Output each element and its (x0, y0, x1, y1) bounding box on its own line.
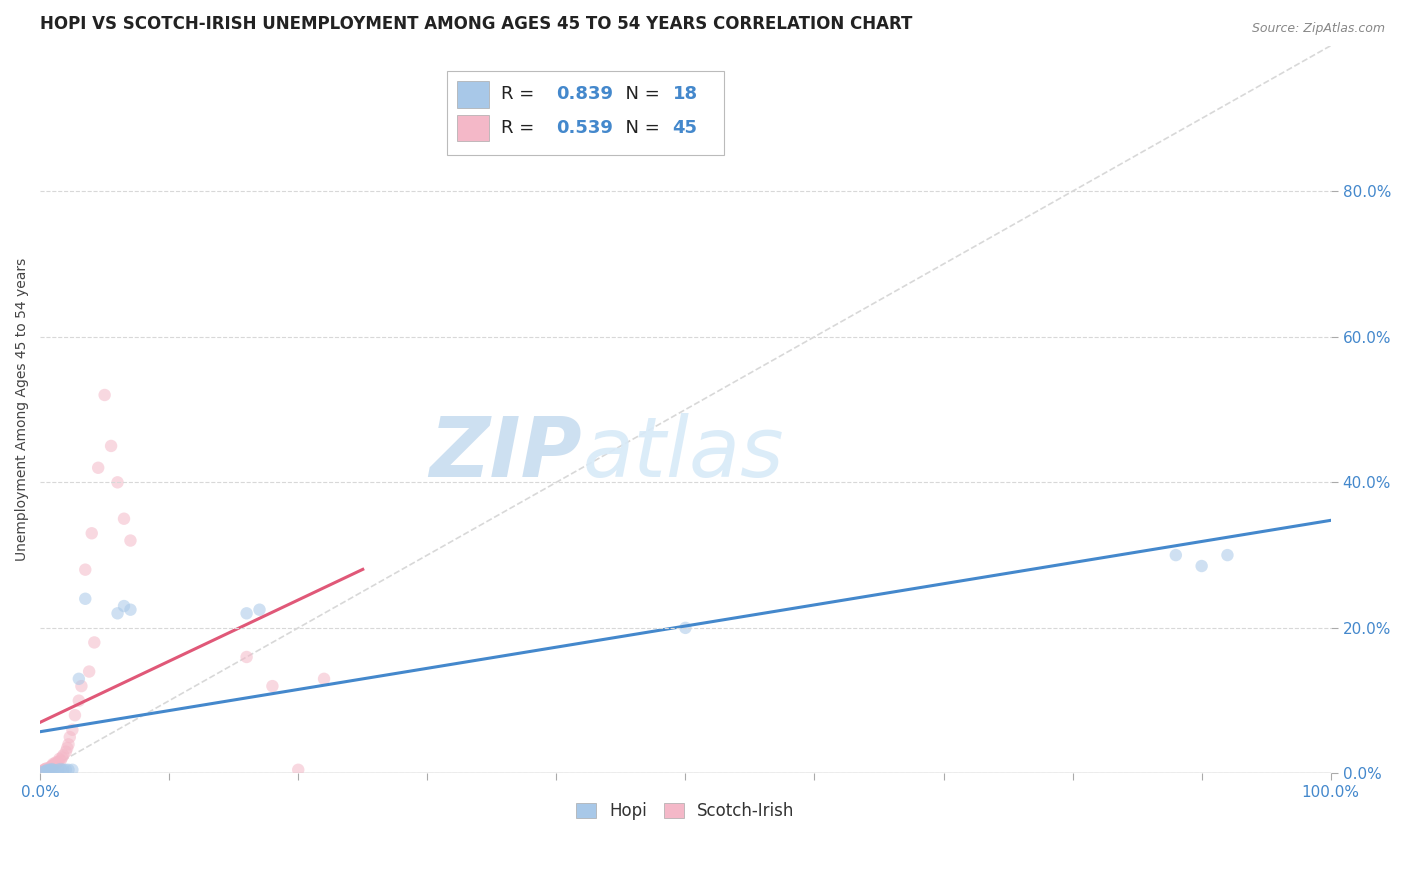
Point (58, 763, 80, 777)
Point (42, 763, 65, 777)
Point (249, 603, 271, 617)
Point (34, 764, 56, 779)
Point (42, 758, 65, 772)
Point (35, 761, 58, 775)
Point (38, 762, 60, 776)
Point (1191, 559, 1213, 574)
Point (60, 763, 83, 777)
Text: 45: 45 (672, 119, 697, 136)
Legend: Hopi, Scotch-Irish: Hopi, Scotch-Irish (569, 796, 801, 827)
Point (67, 672, 90, 686)
Point (49, 762, 72, 776)
Point (673, 621, 696, 635)
Text: atlas: atlas (582, 413, 783, 493)
Text: N =: N = (614, 86, 666, 103)
Text: HOPI VS SCOTCH-IRISH UNEMPLOYMENT AMONG AGES 45 TO 54 YEARS CORRELATION CHART: HOPI VS SCOTCH-IRISH UNEMPLOYMENT AMONG … (41, 15, 912, 33)
Point (39, 763, 62, 777)
Point (100, 439, 122, 453)
Point (37, 763, 59, 777)
Point (51, 750, 73, 764)
Point (35, 764, 58, 778)
Point (112, 599, 135, 613)
Text: R =: R = (501, 119, 540, 136)
Point (44, 757, 66, 772)
Point (48, 752, 70, 766)
Point (41, 762, 63, 776)
Point (38, 764, 60, 779)
Point (56, 741, 79, 756)
Point (46, 755, 69, 769)
FancyBboxPatch shape (457, 115, 489, 141)
Point (34, 762, 56, 776)
Text: N =: N = (614, 119, 666, 136)
Point (32, 764, 55, 778)
Text: 0.839: 0.839 (557, 86, 613, 103)
Point (37, 764, 59, 778)
Point (42, 756, 65, 771)
Text: 18: 18 (672, 86, 697, 103)
FancyBboxPatch shape (447, 71, 724, 155)
Point (45, 756, 67, 771)
Point (52, 748, 75, 763)
Point (30, 764, 52, 779)
Point (235, 650, 257, 665)
Point (75, 591, 97, 606)
Point (34, 764, 56, 779)
Point (287, 763, 309, 777)
Point (60, 723, 83, 737)
Point (77, 665, 100, 679)
Point (120, 603, 142, 617)
Point (32, 763, 55, 777)
Y-axis label: Unemployment Among Ages 45 to 54 years: Unemployment Among Ages 45 to 54 years (15, 258, 30, 561)
Point (39, 761, 62, 775)
Point (67, 693, 90, 707)
Point (75, 563, 97, 577)
Point (58, 737, 80, 751)
Text: Source: ZipAtlas.com: Source: ZipAtlas.com (1251, 22, 1385, 36)
Point (45, 764, 67, 778)
Point (262, 679, 284, 693)
Point (1164, 548, 1187, 562)
Point (55, 763, 77, 777)
Point (80, 526, 103, 541)
Point (39, 760, 62, 774)
Point (46, 763, 69, 777)
Text: 0.539: 0.539 (557, 119, 613, 136)
Text: ZIP: ZIP (429, 413, 582, 493)
Point (49, 753, 72, 767)
Point (70, 679, 93, 693)
Point (120, 533, 142, 548)
Point (107, 475, 129, 490)
Point (63, 708, 86, 723)
Point (93, 388, 115, 402)
Point (41, 759, 63, 773)
Point (35, 763, 58, 777)
Point (45, 756, 67, 770)
Point (235, 607, 257, 621)
Point (55, 745, 77, 759)
Point (107, 607, 129, 621)
Point (59, 730, 82, 744)
Point (52, 763, 75, 777)
Point (83, 635, 105, 649)
Point (87, 460, 110, 475)
Point (1216, 548, 1239, 562)
Text: R =: R = (501, 86, 540, 103)
Point (31, 764, 53, 779)
FancyBboxPatch shape (457, 81, 489, 108)
Point (112, 512, 135, 526)
Point (312, 672, 335, 686)
Point (31, 764, 53, 779)
